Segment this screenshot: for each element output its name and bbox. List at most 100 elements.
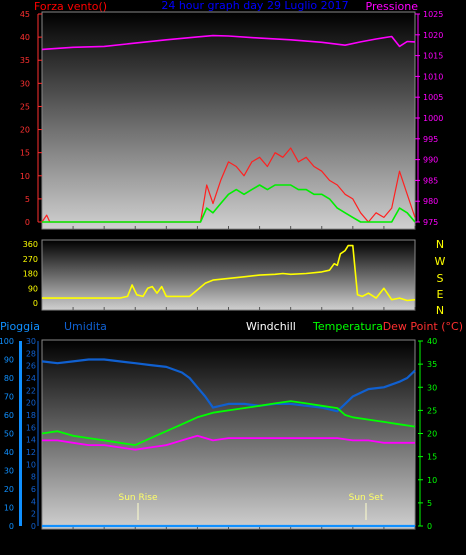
right-axis-tick-label: 990 [423,156,438,165]
right-axis-tick-label: 1000 [423,114,443,123]
x-tick-label: 16 [286,532,296,541]
direction-axis-tick-label: 270 [23,255,38,264]
x-tick-label: 00 [410,532,420,541]
compass-labels: N W S E N [435,238,446,317]
right-axis-tick-label: 1010 [423,72,443,81]
label-dewpoint: Dew Point (°C) [383,320,463,333]
chart-marks: 0510152025303540459759809859909951000100… [0,10,443,541]
humidity-axis-tick-label: 18 [26,411,36,420]
header-wind-label: Forza vento() [34,0,107,13]
x-tick-label: 06 [130,532,140,541]
x-tick-label: 00 [410,313,420,322]
x-tick-label: 14 [254,313,264,322]
x-tick-label: 06 [130,313,140,322]
x-tick-label: 02 [68,532,78,541]
humidity-axis-tick-label: 6 [31,485,36,494]
x-tick-label: 10 [192,313,202,322]
wind-direction-line [42,244,416,302]
x-tick-label: 16 [286,232,296,241]
rain-axis-tick-label: 30 [4,467,14,476]
x-tick-label: 08 [161,532,171,541]
right-axis-tick-label: 985 [423,176,438,185]
header-pressure-label: Pressione [366,0,419,13]
right-axis-tick-label: 1005 [423,93,443,102]
left-axis-tick-label: 5 [25,195,30,204]
x-tick-label: 04 [99,232,109,241]
rain-axis-tick-label: 50 [4,430,14,439]
temperature-axis-tick-label: 10 [427,476,437,485]
label-pioggia: Pioggia [0,320,40,333]
right-axis-tick-label: 975 [423,218,438,227]
x-tick-label: 08 [161,232,171,241]
rain-axis-bar [19,341,22,526]
temperature-axis-tick-label: 40 [427,337,437,346]
x-tick-label: 12 [223,532,233,541]
humidity-axis-tick-label: 26 [26,362,36,371]
wind-gust-line [41,147,416,223]
temperature-axis-tick-label: 15 [427,453,437,462]
sunset-label: Sun Set [349,493,384,503]
left-axis-tick-label: 30 [20,79,30,88]
left-axis-tick-label: 45 [20,10,30,19]
label-windchill: Windchill [246,320,296,333]
direction-axis-tick-label: 90 [28,284,38,293]
panel-direction-background [41,239,416,311]
x-tick-label: 14 [254,232,264,241]
x-tick-label: 00 [410,232,420,241]
x-tick-label: 10 [192,532,202,541]
panel-temp-background [41,339,416,530]
rain-axis-tick-label: 40 [4,448,14,457]
x-tick-label: 20 [348,313,358,322]
rain-axis-tick-label: 10 [4,504,14,513]
left-axis-tick-label: 0 [25,218,30,227]
humidity-axis-tick-label: 12 [26,448,36,457]
temperature-line [41,400,416,447]
rain-axis-tick-label: 80 [4,374,14,383]
humidity-axis-tick-label: 28 [26,349,36,358]
x-tick-label: 06 [130,232,140,241]
right-axis-tick-label: 1015 [423,52,443,61]
rain-axis-tick-label: 0 [9,522,14,531]
x-tick-label: 18 [317,532,327,541]
rain-axis-tick-label: 60 [4,411,14,420]
humidity-axis-tick-label: 20 [26,399,36,408]
compass-n-bottom: N [436,304,444,317]
x-tick-label: 18 [317,313,327,322]
x-tick-label: 22 [379,232,389,241]
temperature-axis-tick-label: 5 [427,499,432,508]
compass-s: S [437,272,444,285]
compass-e: E [437,288,444,301]
rain-axis-tick-label: 20 [4,485,14,494]
humidity-axis-tick-label: 24 [26,374,36,383]
humidity-line [41,358,416,413]
x-tick-label: 12 [223,232,233,241]
x-tick-label: 22 [379,532,389,541]
x-tick-label: 04 [99,532,109,541]
temperature-axis-tick-label: 30 [427,383,437,392]
wind-average-line [42,184,416,223]
x-tick-label: 02 [68,313,78,322]
x-tick-label: 18 [317,232,327,241]
right-axis-tick-label: 1020 [423,31,443,40]
temperature-axis-tick-label: 20 [427,430,437,439]
x-tick-label: 02 [68,232,78,241]
pressure-line [41,34,416,51]
humidity-axis-tick-label: 0 [31,522,36,531]
header-title: 24 hour graph day 29 Luglio 2017 [161,0,348,12]
right-axis-tick-label: 995 [423,135,438,144]
sun-markers: Sun Rise Sun Set [119,493,384,520]
temperature-axis-tick-label: 35 [427,360,437,369]
humidity-axis-tick-label: 14 [26,436,36,445]
left-axis-tick-label: 10 [20,172,30,181]
humidity-axis-tick-label: 10 [26,460,36,469]
x-tick-label: 20 [348,232,358,241]
sunrise-label: Sun Rise [119,493,158,503]
x-tick-label: 22 [379,313,389,322]
x-tick-label: 14 [254,532,264,541]
left-axis-tick-label: 20 [20,126,30,135]
humidity-axis-tick-label: 2 [31,510,36,519]
right-axis-tick-label: 1025 [423,10,443,19]
humidity-axis-tick-label: 30 [26,337,36,346]
dewpoint-line [42,434,415,451]
humidity-axis-tick-label: 16 [26,423,36,432]
